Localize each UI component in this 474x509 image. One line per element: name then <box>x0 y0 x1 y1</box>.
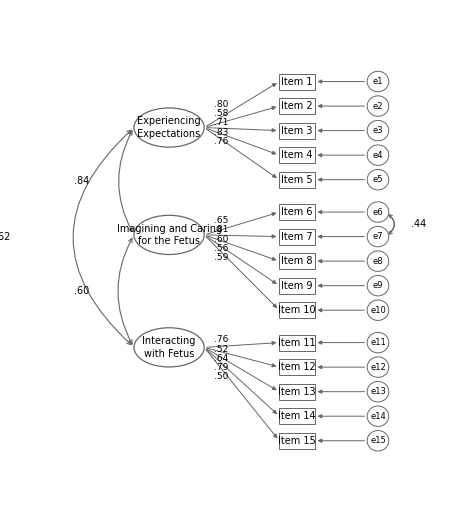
FancyBboxPatch shape <box>279 204 315 220</box>
Text: e10: e10 <box>370 306 386 315</box>
Ellipse shape <box>134 108 204 147</box>
Text: .81: .81 <box>214 225 228 234</box>
FancyBboxPatch shape <box>279 384 315 400</box>
Text: e1: e1 <box>373 77 383 86</box>
Text: e11: e11 <box>370 338 386 347</box>
Text: .76: .76 <box>214 335 228 344</box>
Text: Item 5: Item 5 <box>281 175 313 185</box>
Text: .59: .59 <box>214 253 228 262</box>
Circle shape <box>367 145 389 165</box>
Circle shape <box>367 251 389 271</box>
Text: .84: .84 <box>74 176 90 186</box>
Circle shape <box>367 431 389 451</box>
Ellipse shape <box>134 215 204 254</box>
Text: Item 8: Item 8 <box>281 256 313 266</box>
Text: .56: .56 <box>214 244 228 253</box>
FancyBboxPatch shape <box>279 359 315 375</box>
Text: Item 9: Item 9 <box>281 280 313 291</box>
Text: .79: .79 <box>214 363 228 372</box>
FancyArrowPatch shape <box>118 238 132 344</box>
Circle shape <box>367 406 389 427</box>
Text: e4: e4 <box>373 151 383 160</box>
Circle shape <box>367 71 389 92</box>
Text: Item 7: Item 7 <box>281 232 313 242</box>
FancyBboxPatch shape <box>279 229 315 245</box>
FancyArrowPatch shape <box>388 214 394 234</box>
Text: e5: e5 <box>373 175 383 184</box>
FancyBboxPatch shape <box>279 123 315 138</box>
Text: .44: .44 <box>411 219 427 230</box>
Text: Imagining and Caring
for the Fetus: Imagining and Caring for the Fetus <box>117 223 222 246</box>
Text: Item 15: Item 15 <box>278 436 316 446</box>
Text: Item 12: Item 12 <box>278 362 316 372</box>
Text: Item 4: Item 4 <box>281 150 313 160</box>
Circle shape <box>367 227 389 247</box>
Text: e2: e2 <box>373 102 383 110</box>
FancyBboxPatch shape <box>279 302 315 318</box>
FancyBboxPatch shape <box>279 408 315 424</box>
Text: .60: .60 <box>74 286 90 296</box>
Text: Item 10: Item 10 <box>278 305 316 315</box>
Text: .50: .50 <box>214 373 228 381</box>
Circle shape <box>367 202 389 222</box>
Text: .52: .52 <box>214 345 228 354</box>
Text: e6: e6 <box>373 208 383 216</box>
Text: Item 13: Item 13 <box>278 387 316 397</box>
Circle shape <box>367 96 389 116</box>
Text: e9: e9 <box>373 281 383 290</box>
Circle shape <box>367 121 389 141</box>
FancyBboxPatch shape <box>279 253 315 269</box>
Text: .80: .80 <box>214 100 228 109</box>
Text: e7: e7 <box>373 232 383 241</box>
Text: Experiencing
Expectations: Experiencing Expectations <box>137 117 201 139</box>
FancyArrowPatch shape <box>388 214 394 235</box>
Text: .65: .65 <box>214 216 228 225</box>
Text: e15: e15 <box>370 436 386 445</box>
Circle shape <box>367 169 389 190</box>
Circle shape <box>367 381 389 402</box>
Text: Item 14: Item 14 <box>278 411 316 421</box>
Text: Item 2: Item 2 <box>281 101 313 111</box>
Circle shape <box>367 332 389 353</box>
Text: Interacting
with Fetus: Interacting with Fetus <box>142 336 196 358</box>
Circle shape <box>367 275 389 296</box>
Text: .83: .83 <box>214 128 228 136</box>
Text: e14: e14 <box>370 412 386 421</box>
Circle shape <box>367 357 389 377</box>
Text: .60: .60 <box>214 235 228 243</box>
Circle shape <box>367 300 389 321</box>
FancyBboxPatch shape <box>279 172 315 188</box>
Text: Item 6: Item 6 <box>281 207 313 217</box>
Text: Item 1: Item 1 <box>281 76 313 87</box>
Text: .76: .76 <box>214 137 228 146</box>
Text: Item 11: Item 11 <box>278 337 316 348</box>
Text: e8: e8 <box>373 257 383 266</box>
Text: Item 3: Item 3 <box>281 126 313 135</box>
Text: e13: e13 <box>370 387 386 396</box>
FancyArrowPatch shape <box>73 130 131 345</box>
FancyBboxPatch shape <box>279 147 315 163</box>
FancyBboxPatch shape <box>279 334 315 351</box>
Text: .62: .62 <box>0 233 10 242</box>
FancyBboxPatch shape <box>279 98 315 114</box>
FancyBboxPatch shape <box>279 278 315 294</box>
FancyBboxPatch shape <box>279 73 315 90</box>
Text: e3: e3 <box>373 126 383 135</box>
Text: .71: .71 <box>214 118 228 127</box>
FancyBboxPatch shape <box>279 433 315 449</box>
Ellipse shape <box>134 328 204 367</box>
Text: .58: .58 <box>214 109 228 118</box>
Text: .64: .64 <box>214 354 228 363</box>
FancyArrowPatch shape <box>118 131 132 232</box>
Text: e12: e12 <box>370 362 386 372</box>
